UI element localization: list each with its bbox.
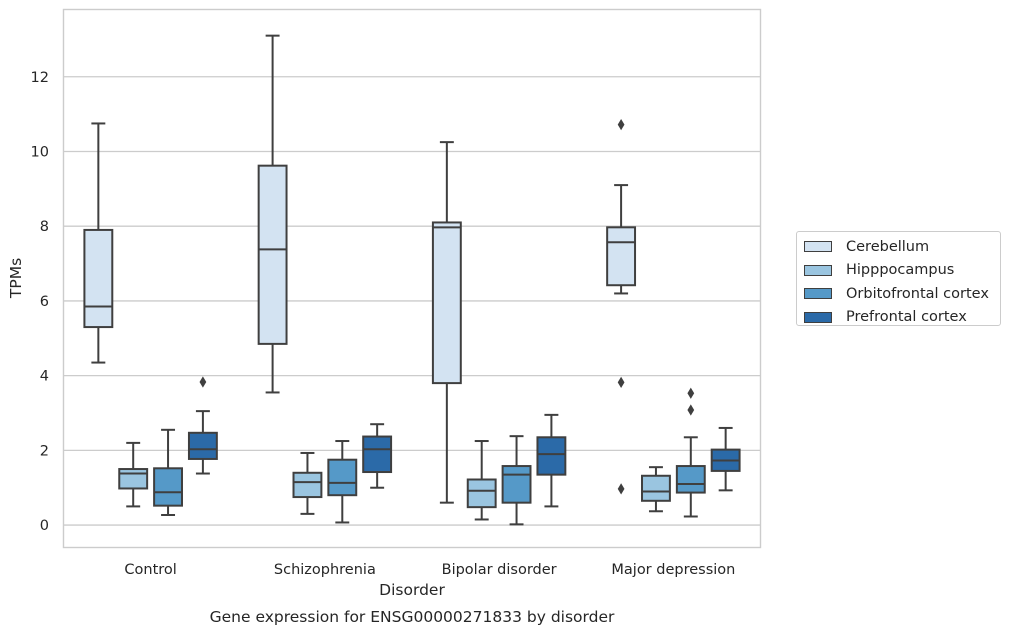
box-prefrontal-cortex-3: [710, 426, 741, 492]
legend-item: Hipppocampus: [797, 259, 1000, 283]
box-body: [501, 465, 532, 504]
box-orbitofrontal-cortex-2: [501, 435, 532, 526]
box-body: [327, 458, 358, 497]
box-body: [83, 228, 114, 329]
x-axis-label: Disorder: [379, 581, 445, 599]
grid-lines: [63, 76, 761, 526]
box-cerebellum-0: [83, 122, 114, 364]
legend-label: Hipppocampus: [846, 262, 955, 279]
y-tick-label: 4: [40, 369, 49, 385]
y-tick-label: 12: [31, 70, 49, 86]
legend-swatch: [804, 288, 832, 300]
box-cerebellum-3: [606, 118, 637, 495]
box-body: [292, 471, 323, 499]
box-prefrontal-cortex-0: [187, 376, 218, 475]
legend-swatch: [804, 311, 832, 323]
x-tick-labels: Control Schizophrenia Bipolar disorder Majo…: [124, 562, 735, 578]
y-tick-label: 10: [31, 144, 49, 160]
y-tick-labels: 0 2 4 6 8 10 12: [31, 70, 49, 534]
box-body: [187, 431, 218, 460]
x-tick-label: Major depression: [611, 562, 735, 578]
legend-swatch: [804, 241, 832, 253]
outlier-point: [617, 376, 625, 388]
x-tick-label: Bipolar disorder: [442, 562, 557, 578]
y-tick-label: 0: [40, 518, 49, 534]
box-body: [675, 465, 706, 494]
legend-swatch: [804, 264, 832, 276]
boxes: [83, 34, 741, 526]
outlier-point: [199, 376, 207, 388]
box-body: [153, 467, 183, 507]
box-body: [257, 164, 288, 345]
box-prefrontal-cortex-2: [536, 413, 567, 508]
box-body: [431, 221, 462, 385]
x-tick-label: Schizophrenia: [274, 562, 376, 578]
box-orbitofrontal-cortex-3: [675, 387, 706, 518]
box-orbitofrontal-cortex-0: [153, 428, 183, 516]
box-body: [606, 226, 637, 287]
box-body: [118, 468, 149, 490]
outlier-point: [617, 118, 625, 131]
box-body: [362, 435, 393, 474]
y-tick-label: 2: [40, 443, 49, 459]
legend-item: Prefrontal cortex: [797, 306, 1000, 330]
outlier-point: [617, 483, 625, 495]
box-hipppocampus-2: [466, 440, 497, 521]
chart-title: Gene expression for ENSG00000271833 by d…: [210, 608, 615, 626]
box-body: [536, 436, 567, 476]
legend-item: Orbitofrontal cortex: [797, 282, 1000, 306]
plot-frame: [62, 8, 762, 549]
box-cerebellum-1: [257, 34, 288, 394]
x-tick-label: Control: [124, 562, 176, 578]
box-prefrontal-cortex-1: [362, 423, 393, 489]
box-hipppocampus-3: [641, 466, 671, 513]
y-tick-label: 8: [40, 219, 49, 235]
legend-label: Orbitofrontal cortex: [846, 285, 989, 302]
box-cerebellum-2: [431, 141, 462, 504]
box-orbitofrontal-cortex-1: [327, 440, 358, 524]
legend-label: Prefrontal cortex: [846, 309, 967, 326]
legend-item: Cerebellum: [797, 235, 1000, 259]
legend: Cerebellum Hipppocampus Orbitofrontal cort…: [796, 231, 1001, 326]
outlier-point: [687, 404, 695, 416]
box-body: [466, 478, 497, 509]
box-hipppocampus-0: [118, 441, 149, 508]
y-axis-label: TPMs: [7, 258, 25, 299]
box-body: [641, 474, 671, 502]
y-tick-label: 6: [40, 294, 49, 310]
box-hipppocampus-1: [292, 451, 323, 515]
outlier-point: [687, 387, 695, 399]
legend-label: Cerebellum: [846, 238, 930, 255]
